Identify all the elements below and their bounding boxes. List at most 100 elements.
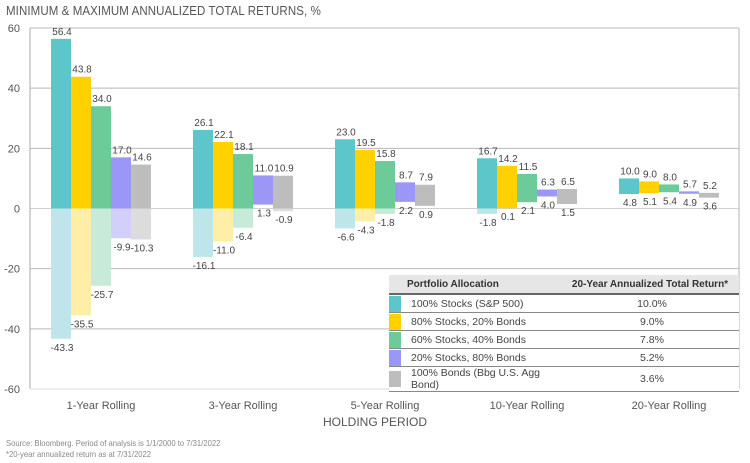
min-bar [111, 208, 131, 239]
min-bar [213, 208, 233, 242]
legend-swatch-color [389, 295, 401, 312]
legend-swatch-color [389, 313, 401, 330]
source-footnote: Source: Bloomberg. Period of analysis is… [6, 438, 220, 460]
max-bar [273, 175, 293, 209]
legend-allocation-name: 60% Stocks, 40% Bonds [407, 330, 565, 349]
max-value-label: 17.0 [112, 145, 132, 156]
max-bar [537, 189, 557, 197]
min-value-label: -1.8 [377, 218, 395, 229]
min-value-label: -6.6 [337, 232, 355, 243]
min-value-label: 4.8 [623, 198, 637, 209]
min-value-label: -11.0 [213, 246, 235, 257]
min-bar [131, 208, 151, 240]
legend-allocation-name: 20% Stocks, 80% Bonds [407, 348, 565, 367]
max-value-label: 9.0 [643, 169, 657, 180]
x-category-label: 10-Year Rolling [490, 400, 565, 412]
max-bar [659, 184, 679, 193]
max-value-label: 56.4 [52, 27, 72, 38]
legend-allocation-name: 100% Bonds (Bbg U.S. Agg Bond) [407, 366, 565, 392]
max-value-label: 10.0 [620, 166, 640, 177]
source-text: Source: Bloomberg. Period of analysis is… [6, 438, 221, 448]
min-bar [375, 208, 395, 214]
min-value-label: -6.4 [235, 232, 253, 243]
legend-body: 100% Stocks (S&P 500) 10.0% 80% Stocks, 20… [389, 294, 739, 392]
legend-swatch-color [389, 349, 401, 366]
min-value-label: 2.1 [521, 206, 535, 217]
legend-row: 60% Stocks, 40% Bonds 7.8% [389, 330, 739, 349]
min-value-label: -9.9 [113, 242, 131, 253]
max-value-label: 10.9 [274, 164, 294, 175]
min-bar [233, 208, 253, 228]
y-tick-label: 60 [8, 23, 20, 35]
max-value-label: 19.5 [356, 138, 376, 149]
min-value-label: -16.1 [193, 261, 216, 272]
legend-swatch [389, 294, 407, 313]
legend-annualized-return: 7.8% [565, 330, 739, 349]
y-tick-label: 0 [14, 204, 20, 216]
max-value-label: 14.6 [132, 153, 152, 164]
max-value-label: 23.0 [336, 127, 356, 138]
legend-swatch [389, 348, 407, 367]
min-bar [335, 208, 355, 229]
max-bar [71, 76, 91, 209]
max-bar [355, 149, 375, 209]
min-bar [193, 208, 213, 257]
max-bar [415, 184, 435, 206]
legend-header-return: 20-Year Annualized Total Return* [565, 275, 739, 295]
chart-title: MINIMUM & MAXIMUM ANNUALIZED TOTAL RETUR… [6, 4, 321, 18]
max-value-label: 5.2 [703, 181, 717, 192]
min-value-label: 4.9 [683, 198, 697, 209]
legend-annualized-return: 3.6% [565, 366, 739, 392]
legend-allocation-name: 80% Stocks, 20% Bonds [407, 312, 565, 331]
max-value-label: 34.0 [92, 94, 112, 105]
x-category-label: 3-Year Rolling [209, 400, 278, 412]
max-value-label: 26.1 [194, 118, 214, 129]
max-value-label: 14.2 [498, 154, 518, 165]
legend-swatch [389, 330, 407, 349]
min-value-label: 4.0 [541, 200, 555, 211]
min-value-label: 5.4 [663, 196, 677, 207]
max-bar [233, 154, 253, 209]
max-bar [253, 175, 273, 205]
min-value-label: -35.5 [71, 319, 94, 330]
y-tick-label: 20 [8, 143, 20, 155]
max-bar [193, 129, 213, 209]
max-value-label: 11.5 [519, 162, 538, 173]
max-bar [91, 106, 111, 209]
legend-swatch-color [389, 331, 401, 348]
legend-row: 100% Stocks (S&P 500) 10.0% [389, 294, 739, 313]
legend-allocation-name: 100% Stocks (S&P 500) [407, 294, 565, 313]
min-value-label: 5.1 [643, 197, 657, 208]
min-value-label: -25.7 [91, 290, 114, 301]
y-tick-label: -60 [4, 384, 20, 396]
min-value-label: 2.2 [399, 206, 413, 217]
legend-swatch-color [389, 371, 401, 387]
legend-header-allocation: Portfolio Allocation [407, 275, 565, 295]
max-bar [131, 164, 151, 209]
max-value-label: 22.1 [214, 130, 234, 141]
max-value-label: 7.9 [419, 173, 433, 184]
max-value-label: 5.7 [683, 179, 697, 190]
max-value-label: 11.0 [255, 163, 274, 174]
max-value-label: 15.8 [376, 149, 396, 160]
legend-header-row: Portfolio Allocation 20-Year Annualized … [389, 275, 739, 295]
annualized-note: *20-year annualized return as at 7/31/20… [6, 449, 152, 459]
min-value-label: 3.6 [703, 202, 717, 213]
legend-swatch [389, 312, 407, 331]
max-value-label: 8.0 [663, 172, 677, 183]
max-value-label: 43.8 [72, 65, 92, 76]
max-bar [51, 38, 71, 209]
legend-swatch [389, 366, 407, 392]
legend-annualized-return: 10.0% [565, 294, 739, 313]
max-bar [477, 158, 497, 209]
y-tick-label: 40 [8, 83, 20, 95]
legend-row: 20% Stocks, 80% Bonds 5.2% [389, 348, 739, 367]
bars [51, 38, 719, 339]
min-value-label: 1.3 [257, 209, 271, 220]
min-value-label: -43.3 [51, 343, 74, 354]
x-category-label: 20-Year Rolling [632, 400, 707, 412]
x-axis-label: HOLDING PERIOD [322, 415, 427, 429]
y-tick-label: -20 [4, 264, 20, 276]
max-value-label: 16.7 [478, 146, 498, 157]
max-bar [335, 139, 355, 209]
